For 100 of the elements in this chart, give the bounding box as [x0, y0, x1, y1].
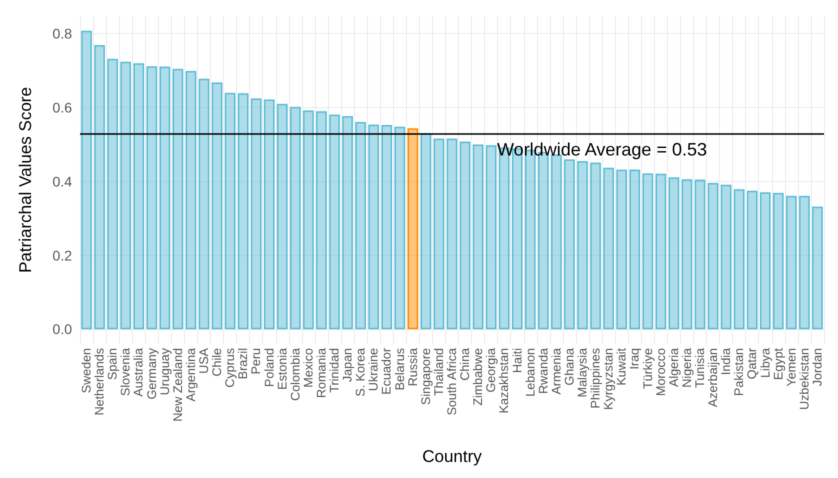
ref-line-label: Worldwide Average = 0.53: [497, 139, 707, 160]
x-tick-label: Russia: [406, 348, 420, 386]
x-tick-label: Kyrgyzstan: [602, 348, 616, 410]
bar: [708, 182, 718, 330]
x-tick-label: Uruguay: [158, 347, 172, 396]
x-tick-label: Kazakhstan: [497, 348, 512, 414]
x-tick-label: Singapore: [418, 348, 433, 405]
x-tick-label: Kuwait: [614, 347, 629, 386]
x-tick-label: China: [458, 348, 472, 381]
bar: [812, 206, 823, 330]
bar: [772, 192, 784, 330]
bar: [159, 66, 170, 330]
bar: [146, 66, 158, 330]
x-tick-label: Cyprus: [223, 348, 238, 388]
x-tick-label: S. Korea: [354, 348, 368, 397]
x-tick-label: Germany: [144, 347, 159, 400]
bar: [290, 106, 301, 330]
x-tick-label: Mexico: [301, 348, 316, 388]
x-tick-label: Slovenia: [118, 348, 133, 396]
bar: [94, 45, 105, 330]
bar: [799, 196, 810, 330]
x-tick-label: Armenia: [549, 348, 564, 395]
bar: [316, 111, 327, 330]
x-tick-label: Philippines: [588, 348, 603, 408]
bar: [264, 99, 275, 330]
y-tick-label: 0.0: [52, 321, 72, 338]
x-tick-label: Netherlands: [92, 348, 107, 416]
y-tick-label: 0.8: [52, 26, 72, 42]
bar: [486, 145, 497, 330]
x-tick-label: Malaysia: [576, 348, 590, 398]
x-tick-label: Haiti: [510, 348, 524, 374]
x-tick-label: Spain: [106, 348, 120, 380]
x-tick-label: Trinidad: [328, 348, 342, 393]
bar: [629, 170, 640, 330]
y-axis-title: Patriarchal Values Score: [16, 87, 35, 273]
x-tick-label: Romania: [314, 348, 328, 398]
bar: [734, 189, 745, 330]
y-tick-label: 0.4: [52, 173, 72, 190]
x-tick-label: Chile: [210, 348, 224, 376]
x-tick-label: New Zealand: [170, 348, 185, 422]
bar: [355, 122, 366, 330]
x-tick-label: India: [719, 348, 734, 376]
x-tick-label: South Africa: [445, 348, 459, 416]
bar: [133, 63, 144, 330]
x-tick-label: Japan: [340, 348, 355, 382]
x-tick-label: Yemen: [784, 348, 798, 386]
bar: [446, 138, 458, 330]
bar: [472, 144, 484, 330]
bar: [407, 128, 418, 330]
bar: [655, 174, 666, 330]
bar: [603, 168, 614, 330]
y-tick-label: 0.6: [52, 100, 72, 116]
bar: [642, 173, 654, 330]
x-tick-label: Estonia: [275, 348, 290, 390]
x-tick-label: Poland: [262, 348, 276, 387]
x-tick-label: Argentina: [184, 348, 198, 402]
x-tick-label: Qatar: [745, 348, 760, 380]
x-tick-label: Georgia: [484, 348, 498, 392]
bar: [616, 170, 628, 330]
x-tick-label: Ghana: [562, 348, 576, 386]
bar: [564, 159, 575, 330]
bar: [250, 98, 262, 330]
bar: [303, 110, 314, 330]
bar: [172, 68, 184, 330]
x-tick-label: Australia: [132, 348, 146, 397]
x-tick-label: Nigeria: [680, 348, 694, 388]
bar: [381, 124, 392, 330]
x-tick-label: Egypt: [771, 347, 786, 380]
bar: [720, 184, 732, 330]
bar: [394, 126, 406, 330]
bar: [329, 114, 340, 330]
x-tick-label: Zimbabwe: [471, 348, 486, 406]
x-tick-label: Türkiye: [640, 348, 655, 389]
bar: [342, 116, 353, 330]
bar: [682, 179, 692, 330]
bar: [368, 124, 380, 330]
x-tick-label: Sweden: [80, 348, 94, 394]
x-tick-label: Libya: [758, 348, 772, 378]
bar: [120, 62, 132, 330]
bar: [668, 177, 680, 330]
bar: [186, 71, 196, 330]
x-tick-label: Iraq: [628, 348, 642, 370]
bar: [434, 138, 444, 330]
bar: [420, 133, 432, 330]
bar: [224, 92, 236, 330]
bar: [694, 180, 706, 330]
x-tick-label: Thailand: [432, 348, 446, 396]
bar: [107, 58, 118, 330]
x-tick-label: USA: [197, 347, 211, 374]
y-tick-label: 0.2: [52, 247, 72, 264]
x-tick-label: Peru: [249, 348, 264, 374]
x-tick-label: Algeria: [666, 348, 681, 387]
bar: [212, 82, 222, 330]
x-tick-label: Morocco: [654, 348, 668, 396]
x-tick-label: Tunisia: [693, 348, 707, 388]
bar: [577, 161, 588, 330]
x-axis-title: Country: [422, 447, 482, 466]
x-tick-label: Azerbaijan: [706, 348, 720, 408]
x-tick-label: Lebanon: [523, 348, 538, 397]
bar: [786, 196, 797, 330]
